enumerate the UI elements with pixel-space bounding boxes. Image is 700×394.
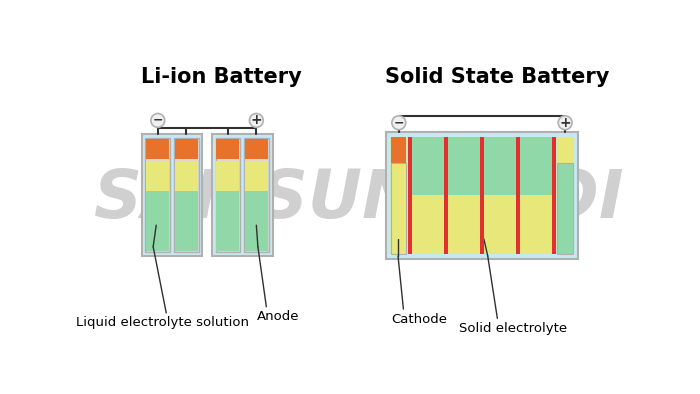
- Bar: [141, 134, 202, 256]
- Bar: [484, 138, 516, 195]
- Bar: [412, 138, 444, 195]
- Bar: [391, 163, 407, 254]
- Text: −: −: [393, 116, 404, 129]
- Text: Liquid electrolyte solution: Liquid electrolyte solution: [76, 316, 249, 329]
- Bar: [516, 138, 520, 254]
- Circle shape: [151, 113, 164, 127]
- Bar: [146, 138, 170, 252]
- Bar: [245, 190, 268, 251]
- Bar: [552, 138, 556, 254]
- Bar: [480, 138, 484, 254]
- Bar: [391, 137, 573, 255]
- Circle shape: [249, 113, 263, 127]
- Bar: [216, 139, 239, 159]
- Bar: [174, 138, 199, 252]
- Bar: [245, 161, 268, 191]
- Circle shape: [392, 116, 406, 130]
- Text: SAMSUNG SDI: SAMSUNG SDI: [94, 166, 624, 232]
- Text: Anode: Anode: [257, 310, 299, 323]
- Bar: [412, 195, 444, 254]
- Bar: [244, 138, 269, 252]
- Text: Li-ion Battery: Li-ion Battery: [141, 67, 302, 87]
- Bar: [146, 161, 169, 191]
- Bar: [408, 138, 412, 254]
- Bar: [520, 138, 552, 195]
- Bar: [216, 138, 240, 252]
- Bar: [175, 161, 198, 191]
- Bar: [386, 132, 578, 259]
- Bar: [146, 139, 169, 159]
- Text: −: −: [153, 114, 163, 127]
- Text: Cathode: Cathode: [391, 312, 447, 325]
- Text: +: +: [559, 116, 571, 130]
- Bar: [448, 138, 480, 195]
- Bar: [245, 139, 268, 159]
- Text: Solid electrolyte: Solid electrolyte: [458, 322, 567, 335]
- Bar: [175, 190, 198, 251]
- Bar: [557, 163, 573, 254]
- Bar: [448, 195, 480, 254]
- Bar: [444, 138, 448, 254]
- Bar: [175, 139, 198, 159]
- Text: Solid State Battery: Solid State Battery: [385, 67, 610, 87]
- Bar: [391, 138, 407, 163]
- Bar: [146, 190, 169, 251]
- Bar: [216, 161, 239, 191]
- Bar: [211, 134, 272, 256]
- Bar: [557, 138, 573, 163]
- Bar: [216, 190, 239, 251]
- Text: +: +: [251, 113, 262, 127]
- Circle shape: [558, 116, 572, 130]
- Bar: [520, 195, 552, 254]
- Bar: [484, 195, 516, 254]
